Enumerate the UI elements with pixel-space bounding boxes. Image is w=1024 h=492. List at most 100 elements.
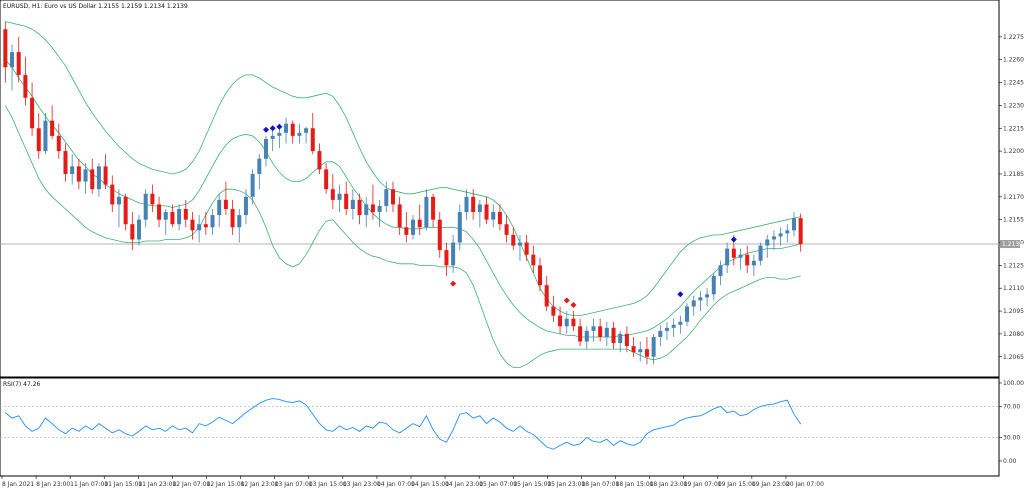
candle[interactable] bbox=[257, 154, 262, 190]
candle[interactable] bbox=[364, 196, 369, 228]
candle[interactable] bbox=[50, 105, 55, 139]
candle[interactable] bbox=[23, 56, 28, 106]
candle[interactable] bbox=[116, 189, 121, 228]
candle[interactable] bbox=[250, 169, 255, 205]
candle[interactable] bbox=[457, 204, 462, 251]
candle[interactable] bbox=[691, 295, 696, 316]
candle[interactable] bbox=[76, 158, 81, 190]
candle[interactable] bbox=[658, 324, 663, 347]
candle[interactable] bbox=[444, 242, 449, 277]
candle[interactable] bbox=[217, 193, 222, 228]
candle[interactable] bbox=[157, 196, 162, 228]
candle[interactable] bbox=[237, 208, 242, 243]
candle[interactable] bbox=[96, 163, 101, 197]
signal-diamond[interactable] bbox=[450, 280, 457, 287]
candle[interactable] bbox=[551, 295, 556, 322]
candle[interactable] bbox=[150, 184, 155, 213]
candle[interactable] bbox=[765, 234, 770, 258]
candle[interactable] bbox=[36, 113, 41, 159]
candle[interactable] bbox=[411, 215, 416, 240]
candle[interactable] bbox=[110, 175, 115, 213]
candle[interactable] bbox=[163, 208, 168, 235]
candle[interactable] bbox=[651, 333, 656, 365]
candle[interactable] bbox=[357, 193, 362, 225]
candle[interactable] bbox=[143, 189, 148, 228]
candle[interactable] bbox=[130, 212, 135, 251]
candle[interactable] bbox=[56, 123, 61, 159]
candle[interactable] bbox=[491, 204, 496, 228]
candle[interactable] bbox=[197, 215, 202, 243]
candle[interactable] bbox=[324, 163, 329, 194]
candle[interactable] bbox=[538, 257, 543, 292]
candle[interactable] bbox=[751, 254, 756, 277]
candle[interactable] bbox=[745, 245, 750, 273]
candle[interactable] bbox=[317, 143, 322, 174]
candle[interactable] bbox=[183, 199, 188, 228]
candle[interactable] bbox=[417, 204, 422, 235]
candle[interactable] bbox=[270, 128, 275, 152]
candle[interactable] bbox=[304, 126, 309, 144]
candle[interactable] bbox=[471, 189, 476, 220]
candle[interactable] bbox=[16, 36, 21, 83]
candle[interactable] bbox=[390, 181, 395, 213]
candle[interactable] bbox=[664, 321, 669, 341]
signal-diamond[interactable] bbox=[730, 236, 737, 243]
candle[interactable] bbox=[223, 181, 228, 216]
candle[interactable] bbox=[504, 215, 509, 243]
main-price-pane[interactable]: EURUSD, H1: Euro vs US Dollar 1.2155 1.2… bbox=[0, 0, 1000, 378]
candle[interactable] bbox=[638, 341, 643, 362]
candle[interactable] bbox=[230, 199, 235, 235]
candle[interactable] bbox=[584, 326, 589, 350]
candle[interactable] bbox=[791, 212, 796, 237]
candle[interactable] bbox=[290, 120, 295, 144]
candle[interactable] bbox=[170, 204, 175, 228]
candle[interactable] bbox=[83, 163, 88, 194]
candle[interactable] bbox=[90, 158, 95, 194]
candle[interactable] bbox=[524, 234, 529, 261]
candle[interactable] bbox=[558, 306, 563, 334]
candle[interactable] bbox=[63, 143, 68, 182]
candle[interactable] bbox=[785, 224, 790, 243]
candle[interactable] bbox=[210, 208, 215, 235]
candle[interactable] bbox=[70, 154, 75, 185]
candle[interactable] bbox=[190, 212, 195, 240]
candle[interactable] bbox=[604, 321, 609, 347]
candle[interactable] bbox=[370, 184, 375, 220]
candle[interactable] bbox=[377, 199, 382, 228]
candle[interactable] bbox=[177, 204, 182, 231]
candle[interactable] bbox=[798, 213, 803, 252]
signal-diamond[interactable] bbox=[262, 126, 269, 133]
candle[interactable] bbox=[137, 215, 142, 246]
candle[interactable] bbox=[123, 193, 128, 231]
candle[interactable] bbox=[424, 189, 429, 231]
candle[interactable] bbox=[277, 126, 282, 149]
candle[interactable] bbox=[404, 212, 409, 243]
candle[interactable] bbox=[564, 311, 569, 334]
candle[interactable] bbox=[725, 242, 730, 273]
candle[interactable] bbox=[3, 21, 8, 83]
candle[interactable] bbox=[451, 234, 456, 273]
candle[interactable] bbox=[611, 321, 616, 350]
candle[interactable] bbox=[598, 318, 603, 342]
signal-diamond[interactable] bbox=[563, 297, 570, 304]
candle[interactable] bbox=[771, 230, 776, 251]
candle[interactable] bbox=[10, 44, 15, 91]
candle[interactable] bbox=[397, 196, 402, 235]
candle[interactable] bbox=[310, 113, 315, 155]
signal-diamond[interactable] bbox=[570, 301, 577, 308]
candle[interactable] bbox=[511, 227, 516, 251]
candle[interactable] bbox=[484, 196, 489, 225]
candle[interactable] bbox=[758, 242, 763, 266]
candle[interactable] bbox=[297, 123, 302, 144]
candle[interactable] bbox=[571, 311, 576, 331]
candle[interactable] bbox=[678, 315, 683, 334]
candle[interactable] bbox=[30, 82, 35, 136]
candle[interactable] bbox=[517, 234, 522, 261]
candle[interactable] bbox=[350, 189, 355, 220]
candle[interactable] bbox=[544, 276, 549, 312]
candle[interactable] bbox=[344, 181, 349, 216]
candle[interactable] bbox=[477, 199, 482, 228]
candle[interactable] bbox=[698, 291, 703, 312]
candle[interactable] bbox=[263, 135, 268, 167]
candle[interactable] bbox=[431, 193, 436, 228]
